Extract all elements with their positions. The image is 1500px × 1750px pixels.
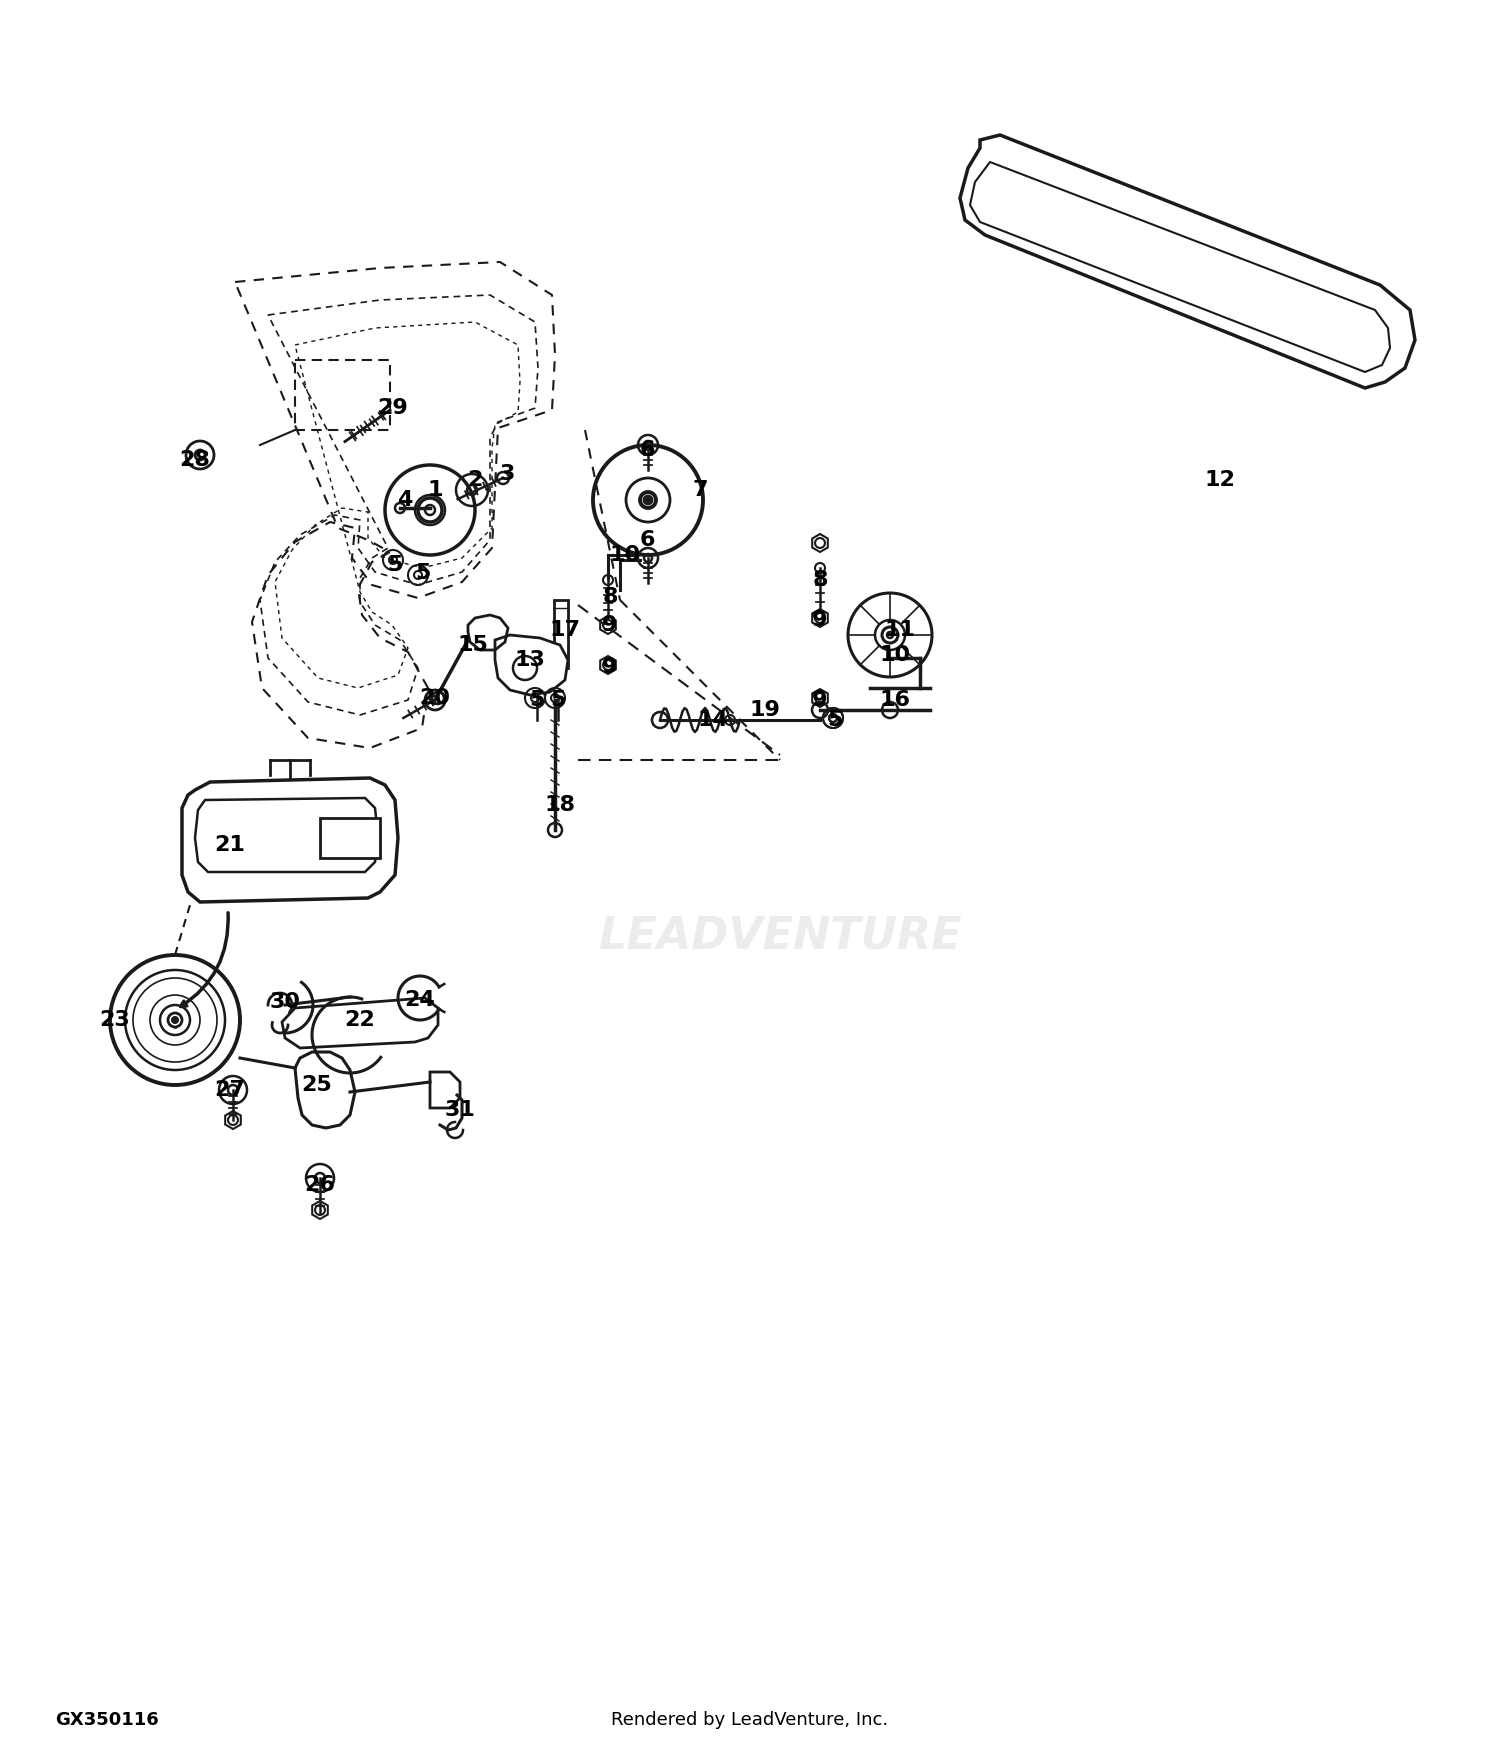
Text: 8: 8	[812, 570, 828, 590]
Text: GX350116: GX350116	[56, 1712, 159, 1729]
Text: 21: 21	[214, 835, 246, 856]
Text: 15: 15	[458, 635, 489, 654]
Circle shape	[168, 1013, 182, 1027]
Text: 23: 23	[99, 1010, 130, 1031]
Text: 24: 24	[405, 990, 435, 1010]
Text: 18: 18	[544, 794, 576, 816]
Text: 5: 5	[530, 690, 544, 710]
Text: 11: 11	[885, 620, 915, 640]
Text: 10: 10	[879, 646, 910, 665]
Text: 9: 9	[813, 611, 828, 630]
Text: 5: 5	[550, 690, 566, 710]
Text: 9: 9	[603, 656, 618, 677]
Circle shape	[172, 1017, 178, 1024]
Text: 9: 9	[603, 614, 618, 635]
Text: 6: 6	[639, 530, 654, 550]
Text: 30: 30	[270, 992, 300, 1011]
Text: 1: 1	[427, 480, 442, 500]
Text: 27: 27	[214, 1080, 246, 1101]
Text: 13: 13	[514, 649, 546, 670]
Text: 5: 5	[387, 555, 402, 576]
Text: 5: 5	[416, 564, 430, 583]
Text: 28: 28	[180, 450, 210, 471]
Text: 2: 2	[468, 471, 483, 490]
Polygon shape	[182, 779, 398, 901]
Text: 22: 22	[345, 1010, 375, 1031]
Text: Rendered by LeadVenture, Inc.: Rendered by LeadVenture, Inc.	[612, 1712, 888, 1729]
Text: 7: 7	[692, 480, 708, 500]
Text: 29: 29	[378, 397, 408, 418]
Text: 14: 14	[698, 710, 729, 730]
Text: 31: 31	[444, 1101, 476, 1120]
Text: 25: 25	[302, 1074, 333, 1096]
Circle shape	[646, 499, 650, 502]
Text: 9: 9	[813, 690, 828, 710]
Text: 19: 19	[750, 700, 780, 719]
Text: 6: 6	[639, 439, 654, 460]
Polygon shape	[554, 600, 568, 668]
Polygon shape	[320, 817, 380, 857]
Text: LEADVENTURE: LEADVENTURE	[598, 915, 962, 957]
Text: 16: 16	[879, 690, 910, 710]
Text: 20: 20	[420, 688, 450, 709]
Text: 12: 12	[1204, 471, 1236, 490]
Text: 17: 17	[549, 620, 580, 640]
Text: 3: 3	[500, 464, 514, 485]
Text: 4: 4	[398, 490, 412, 509]
Polygon shape	[495, 635, 568, 695]
Text: 10: 10	[609, 544, 640, 565]
Text: 26: 26	[304, 1174, 336, 1195]
Text: 8: 8	[602, 586, 618, 607]
Text: 5: 5	[828, 710, 843, 730]
